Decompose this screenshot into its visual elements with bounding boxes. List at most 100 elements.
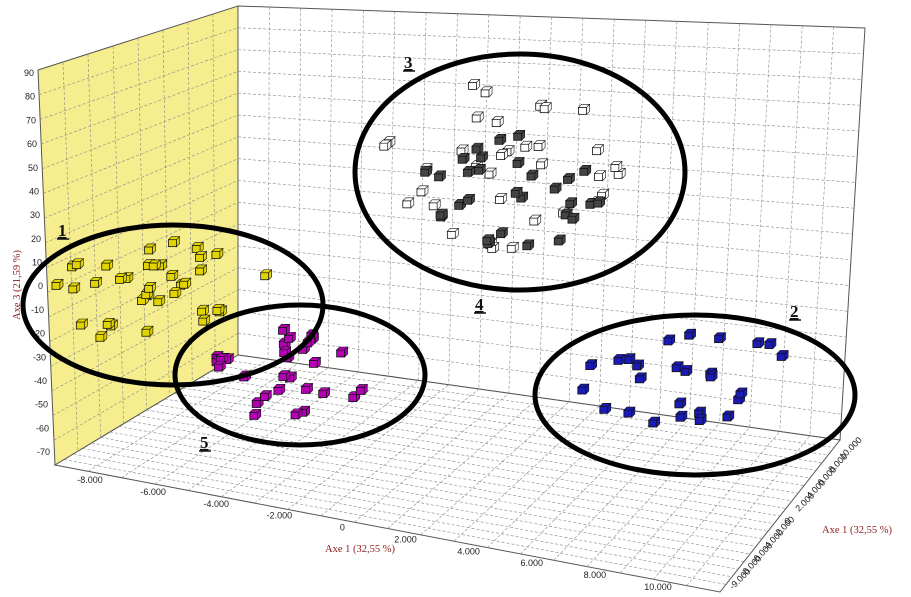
grid-line <box>192 382 811 479</box>
data-point <box>722 410 735 422</box>
data-point <box>663 334 676 346</box>
data-point <box>148 259 161 271</box>
grid-line <box>164 398 793 502</box>
data-point <box>259 269 273 281</box>
grid-line <box>620 427 750 574</box>
grid-line <box>689 22 709 419</box>
z-tick-label: -70 <box>37 447 50 457</box>
data-point <box>522 239 535 251</box>
data-point <box>694 413 707 426</box>
data-point <box>610 160 623 173</box>
grid-line <box>478 14 490 390</box>
z-tick-label: -60 <box>36 423 49 433</box>
grid-line <box>237 158 855 209</box>
x-tick-label: 2.000 <box>394 534 417 544</box>
grid-line <box>653 431 781 580</box>
data-point <box>484 167 497 179</box>
data-point <box>416 185 429 197</box>
grid-line <box>267 7 270 360</box>
data-point <box>577 103 591 116</box>
data-point <box>462 193 476 205</box>
grid-line <box>749 24 772 428</box>
group-5-ellipse <box>172 302 428 448</box>
data-point <box>592 196 606 208</box>
z-tick-label: -10 <box>31 305 44 315</box>
data-point <box>456 144 469 156</box>
grid-line <box>586 422 720 567</box>
data-point <box>471 142 484 154</box>
data-point <box>567 212 580 224</box>
data-point <box>613 353 626 366</box>
data-point <box>101 259 114 271</box>
data-point <box>713 331 727 344</box>
grid-line <box>453 405 600 542</box>
data-point <box>290 408 303 420</box>
data-point <box>705 370 718 382</box>
z-tick-label: 70 <box>26 115 36 125</box>
grid-line <box>228 360 835 448</box>
data-point <box>428 199 441 211</box>
grid-line <box>87 53 102 438</box>
data-point <box>273 383 286 396</box>
data-point <box>491 115 504 128</box>
data-point <box>535 158 549 170</box>
data-point <box>196 304 210 316</box>
z-tick-label: 80 <box>25 92 35 102</box>
data-point <box>191 241 204 254</box>
data-point <box>335 346 349 358</box>
data-point <box>506 241 519 254</box>
y-axis-label: Axe 1 (32,55 %) <box>822 525 892 536</box>
group-label: 1 <box>58 221 67 240</box>
grid-line <box>237 202 851 261</box>
data-point <box>565 196 578 209</box>
grid-line <box>719 23 740 424</box>
grid-line <box>112 45 124 424</box>
grid-line <box>210 371 823 464</box>
data-point <box>114 272 128 285</box>
z-tick-label: -20 <box>32 329 45 339</box>
group-ellipses <box>20 51 858 478</box>
data-point <box>533 139 546 152</box>
grid-line <box>237 136 856 183</box>
data-point <box>435 208 448 220</box>
data-point <box>178 277 192 289</box>
z-tick-label: 30 <box>30 210 40 220</box>
z-tick-label: 40 <box>29 186 39 196</box>
data-point <box>355 383 369 396</box>
data-point <box>141 325 154 337</box>
data-point <box>495 148 509 161</box>
data-point <box>198 314 211 326</box>
data-point <box>526 169 539 181</box>
data-point <box>671 360 684 373</box>
group-label: 3 <box>404 53 413 72</box>
data-point <box>153 294 166 307</box>
group-label: 4 <box>475 295 484 314</box>
z-tick-label: 90 <box>24 68 34 78</box>
data-point <box>549 182 562 194</box>
data-point <box>259 389 273 402</box>
data-point <box>419 165 433 177</box>
z-tick-label: 20 <box>31 234 41 244</box>
data-point <box>249 408 262 421</box>
x-tick-label: 0 <box>340 523 345 533</box>
data-points <box>51 78 789 428</box>
data-point <box>75 318 89 330</box>
data-point <box>577 383 590 395</box>
data-point <box>634 372 648 384</box>
data-point <box>623 406 636 418</box>
data-point <box>89 276 103 289</box>
grid-line <box>354 393 510 523</box>
grid-line <box>237 180 853 235</box>
data-point <box>402 197 415 209</box>
data-point <box>480 86 493 98</box>
grid-line <box>448 13 458 385</box>
data-point <box>166 269 179 282</box>
data-point <box>297 405 311 417</box>
grid-line <box>388 11 396 377</box>
y-tick-label: 0 <box>782 516 793 527</box>
data-point <box>51 278 64 291</box>
data-point <box>471 111 484 123</box>
group-label: 5 <box>200 433 209 452</box>
data-point <box>95 330 108 342</box>
z-tick-label: 0 <box>38 281 43 291</box>
